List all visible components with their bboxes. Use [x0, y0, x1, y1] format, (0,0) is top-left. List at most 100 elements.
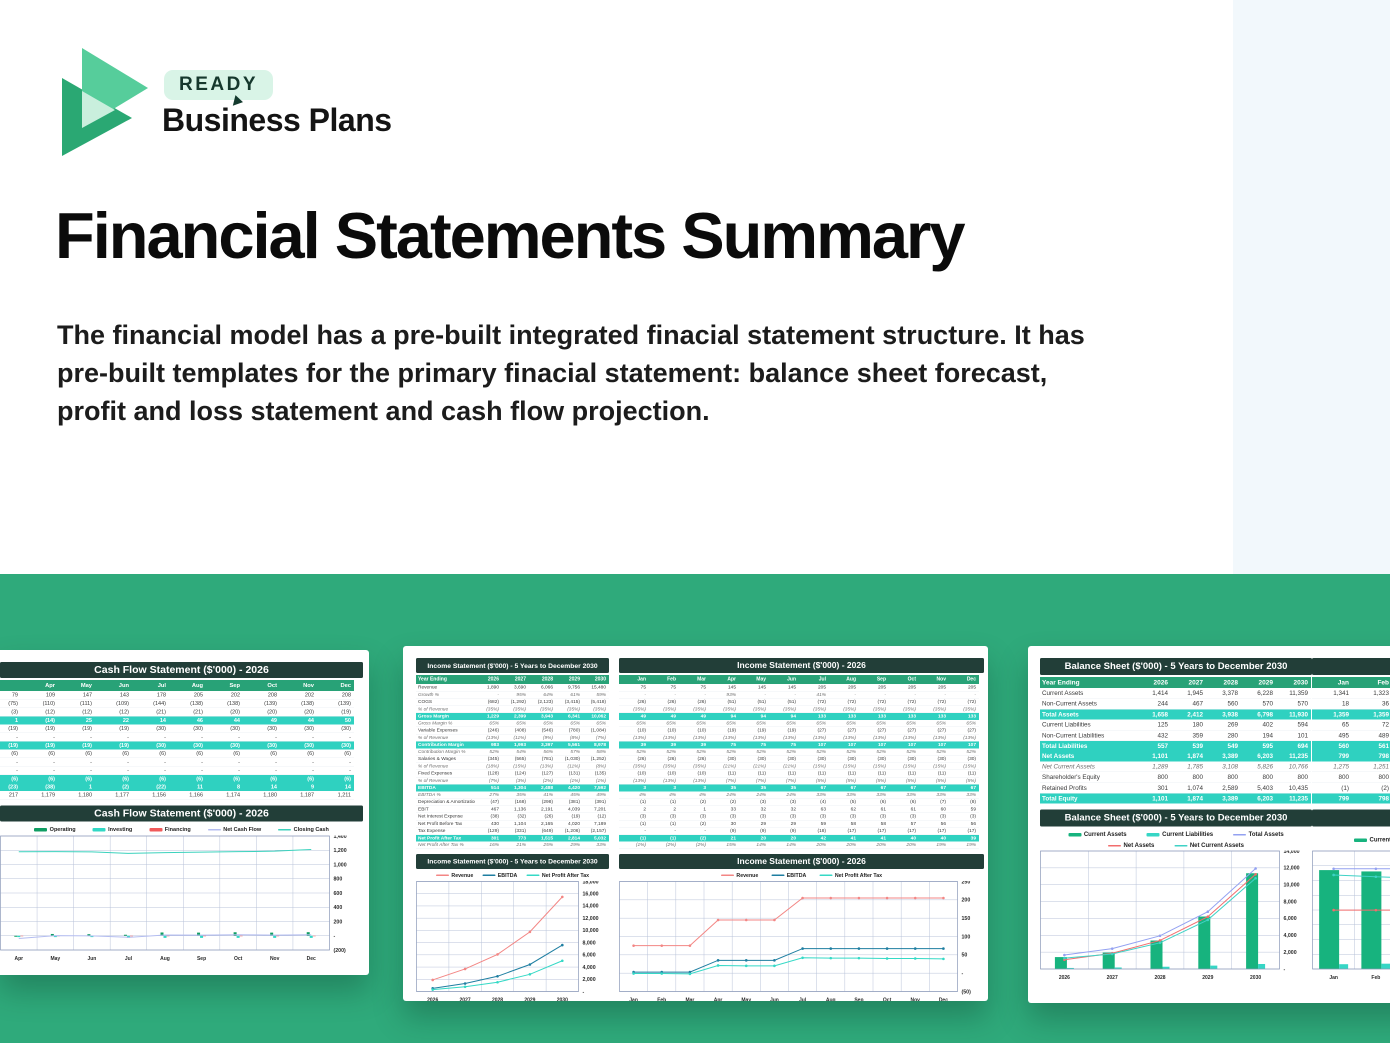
table-cell: (19) — [317, 707, 354, 717]
table-cell: 14% — [739, 841, 769, 849]
table-cell: (3) — [949, 812, 979, 821]
table-cell: (32) — [502, 812, 529, 821]
table-cell: 5,403 — [1241, 782, 1276, 794]
column-header: 2029 — [556, 675, 583, 684]
table-cell: (19) — [556, 812, 583, 821]
table-row: Tax Expense (129) (331) (649) (1,206) (2,157) — [416, 827, 609, 835]
table-cell: 11,235 — [1276, 751, 1311, 762]
table-cell: 467 — [1171, 698, 1206, 710]
table-cell: (8%) — [556, 734, 583, 742]
row-label: EBITDA % — [416, 791, 475, 799]
table-cell: (13%) — [679, 734, 709, 742]
table-cell: (5%) — [949, 777, 979, 785]
table-cell: 1,251 — [1352, 761, 1390, 773]
table-cell: - — [243, 757, 280, 767]
table-cell: 280 — [1206, 730, 1241, 742]
table-cell: 202 — [206, 691, 243, 700]
table-cell: 56 — [919, 820, 949, 828]
table-cell: (246) — [475, 726, 502, 735]
page-description: The financial model has a pre-built inte… — [57, 320, 1085, 427]
table-row: Net Assets 1,101 1,874 3,389 6,203 11,235 — [1040, 751, 1311, 762]
table-cell: - — [132, 766, 169, 775]
table-cell: 39 — [679, 741, 709, 749]
table-cell: - — [243, 732, 280, 742]
table-cell: (19) — [21, 724, 58, 733]
cashflow-chart: 1,400 1,200 1,000 800 600 400 200 - (200) Apr May J… — [0, 834, 347, 962]
table-cell: 39 — [949, 834, 979, 842]
table-cell: 65% — [829, 719, 859, 727]
table-cell: 52% — [919, 748, 949, 756]
table-cell: (2,157) — [583, 827, 609, 835]
balance-5y-chart: 14,000 12,000 10,000 8,000 6,000 4,000 2,000 - 2… — [1040, 849, 1300, 981]
table-cell: - — [169, 757, 206, 767]
legend-swatch-icon — [819, 874, 833, 877]
row-label: Total Assets — [1040, 709, 1136, 720]
legend-swatch-icon — [34, 827, 48, 832]
table-cell: 1,341 — [1312, 688, 1352, 699]
table-cell: 30 — [709, 820, 739, 828]
table-row: Net Interest Expense (38) (32) (26) (19) (12) — [416, 812, 609, 821]
table-cell: (12) — [58, 707, 95, 717]
legend-swatch-icon — [149, 827, 163, 832]
table-cell: 14 — [317, 783, 354, 791]
table-cell: 205 — [949, 684, 979, 692]
table-cell: (12) — [583, 812, 609, 821]
table-cell: 65% — [739, 719, 769, 727]
table-cell: (3%) — [502, 777, 529, 785]
table-cell: (9) — [709, 827, 739, 835]
row-label: Retained Profits — [1040, 782, 1136, 794]
table-cell: 145 — [769, 684, 799, 692]
table-cell: 798 — [1352, 751, 1390, 762]
svg-text:Apr: Apr — [14, 956, 23, 962]
table-cell: 3 — [649, 784, 679, 792]
table-cell: - — [739, 691, 769, 699]
table-cell: - — [649, 691, 679, 699]
balance-5y-table-title: Balance Sheet ($'000) - 5 Years to Decem… — [1040, 658, 1312, 675]
table-cell: (3) — [799, 812, 829, 821]
column-header: Year Ending — [416, 675, 475, 684]
table-cell: 7,189 — [583, 820, 609, 828]
table-cell: (26) — [649, 698, 679, 706]
table-cell: (26) — [679, 698, 709, 706]
row-label: % of Revenue — [416, 762, 475, 770]
table-cell: (6) — [95, 774, 132, 783]
column-header: May — [58, 680, 95, 691]
table-cell: (35%) — [529, 705, 556, 713]
table-cell: 10,062 — [583, 712, 609, 720]
svg-text:14,000: 14,000 — [1284, 851, 1300, 855]
table-cell: (3) — [0, 707, 21, 717]
table-cell: 19% — [949, 841, 979, 849]
table-cell: (2) — [679, 798, 709, 806]
balance-2026-table: Jan Feb 1,341 1,323 18 36 1,359 1,359 65 72 495 489… — [1312, 677, 1390, 804]
table-cell: (30) — [280, 741, 317, 750]
table-cell: 58% — [583, 748, 609, 756]
table-cell: (17) — [859, 827, 889, 835]
table-cell: - — [0, 732, 21, 742]
table-cell: (19) — [95, 741, 132, 750]
table-cell: 1,359 — [1352, 709, 1390, 720]
table-cell: (124) — [502, 769, 529, 778]
table-cell: (6) — [317, 749, 354, 758]
table-cell: (19) — [95, 724, 132, 733]
table-cell: (21) — [132, 707, 169, 717]
table-cell: - — [317, 757, 354, 767]
table-cell: (5%) — [889, 777, 919, 785]
row-label: % of Revenue — [416, 777, 475, 785]
table-row: Contribution Margin % 52% 54% 56% 57% 58% — [416, 748, 609, 756]
table-cell: (1%) — [556, 777, 583, 785]
svg-text:May: May — [50, 956, 60, 962]
table-cell: (35%) — [649, 705, 679, 713]
table-cell: (19) — [21, 741, 58, 750]
table-cell: (1,030) — [556, 755, 583, 763]
table-cell: 75 — [769, 741, 799, 749]
table-cell: (26) — [529, 812, 556, 821]
table-cell: (19) — [58, 741, 95, 750]
table-cell: (780) — [556, 726, 583, 735]
table-cell: - — [317, 732, 354, 742]
table-row: (75) (110) (111) (109) (144) (138) (138) (139)(… — [0, 699, 354, 708]
row-label: Variable Expenses — [416, 726, 475, 735]
table-cell: 65% — [583, 719, 609, 727]
table-cell: (546) — [529, 726, 556, 735]
legend-item: Current Liabilities — [1146, 831, 1213, 838]
table-cell: 5,561 — [556, 741, 583, 749]
